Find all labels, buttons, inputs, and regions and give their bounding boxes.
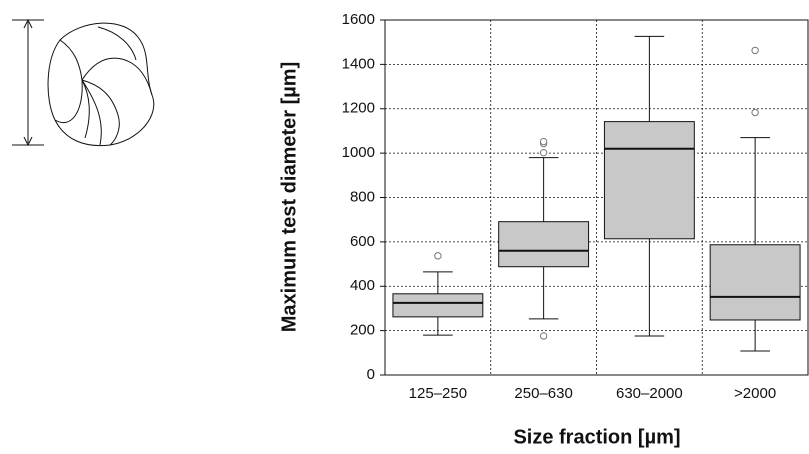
outlier bbox=[539, 137, 548, 146]
y-tick-label: 600 bbox=[350, 233, 375, 250]
y-tick-label: 800 bbox=[350, 188, 375, 205]
specimen-drawing bbox=[12, 18, 155, 147]
y-tick-label: 1000 bbox=[342, 144, 375, 161]
outlier bbox=[539, 332, 548, 340]
y-tick-label: 0 bbox=[367, 366, 375, 383]
y-axis-title: Maximum test diameter [µm] bbox=[278, 62, 300, 332]
outlier bbox=[434, 252, 442, 260]
box bbox=[498, 221, 590, 268]
x-tick-label: 250–630 bbox=[514, 385, 572, 402]
outlier bbox=[751, 46, 759, 55]
y-tick-label: 200 bbox=[350, 322, 375, 339]
x-tick-label: 630–2000 bbox=[616, 385, 683, 402]
y-tick-label: 400 bbox=[350, 277, 375, 294]
y-tick-label: 1400 bbox=[342, 55, 375, 72]
x-tick-label: >2000 bbox=[734, 385, 776, 402]
box bbox=[603, 121, 695, 240]
x-axis-title: Size fraction [µm] bbox=[513, 426, 680, 448]
y-tick-label: 1200 bbox=[342, 100, 375, 117]
y-tick-label: 1600 bbox=[342, 11, 375, 28]
outlier bbox=[539, 148, 548, 157]
outlier bbox=[751, 108, 759, 117]
x-tick-label: 125–250 bbox=[409, 385, 467, 402]
box bbox=[709, 244, 801, 321]
box bbox=[392, 293, 484, 318]
plot-frame bbox=[384, 19, 809, 376]
